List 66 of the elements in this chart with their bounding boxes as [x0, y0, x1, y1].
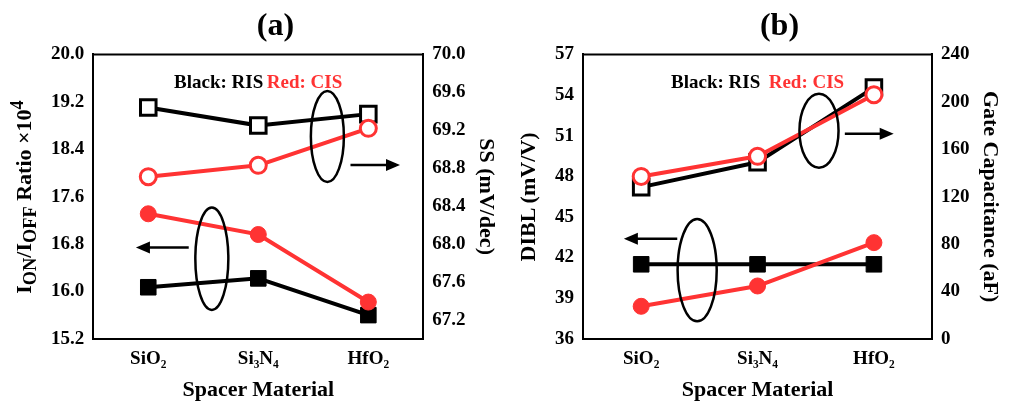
y2-tick-label: 69.6	[432, 80, 466, 102]
y-tick-label: 16.0	[51, 279, 85, 301]
point	[748, 146, 768, 166]
point	[139, 205, 157, 223]
x-tick-label: SiO₂	[623, 347, 660, 369]
y2-tick-label: 200	[941, 89, 970, 111]
x-tick-label: SiO₂	[130, 347, 167, 369]
y2-tick-label: 67.2	[432, 307, 466, 329]
x-tick-label: HfO₂	[347, 347, 390, 369]
y-tick-label: 18.4	[51, 137, 85, 159]
y2-tick-label: 68.8	[432, 156, 466, 178]
annotation: Black: RIS	[174, 70, 264, 92]
annotation: Red: CIS	[266, 70, 343, 92]
y2-axis-title: Gate Capacitance (aF)	[979, 90, 1005, 303]
chart-title: (a)	[256, 6, 295, 43]
y2-tick-label: 120	[941, 184, 970, 206]
y2-tick-label: 160	[941, 137, 970, 159]
y-tick-label: 20.0	[51, 42, 85, 64]
annotation: Black: RIS	[671, 70, 761, 92]
point	[749, 256, 766, 273]
point	[250, 270, 267, 287]
point	[249, 226, 267, 244]
point	[359, 293, 377, 311]
y2-tick-label: 80	[941, 231, 961, 253]
y-tick-label: 36	[555, 326, 574, 348]
x-tick-label: HfO₂	[853, 347, 895, 369]
y-tick-label: 45	[555, 204, 574, 226]
point	[632, 256, 650, 273]
x-axis-title: Spacer Material	[182, 376, 335, 402]
x-axis-title: Spacer Material	[681, 376, 834, 402]
point	[631, 166, 651, 186]
y2-tick-label: 0	[941, 326, 951, 348]
y2-tick-label: 240	[941, 42, 970, 64]
point	[749, 277, 767, 295]
y-tick-label: 51	[555, 123, 574, 145]
point	[138, 98, 158, 117]
y-tick-label: 54	[555, 82, 575, 104]
y2-tick-label: 67.6	[432, 269, 466, 291]
y-tick-label: 16.8	[51, 231, 85, 253]
y-tick-label: 42	[555, 245, 574, 267]
y2-tick-label: 70.0	[432, 42, 466, 64]
x-tick-label: Si₃N₄	[237, 347, 280, 369]
point	[139, 278, 157, 296]
y2-tick-label: 68.4	[432, 193, 467, 215]
chart-title: (b)	[759, 6, 800, 43]
point	[249, 116, 268, 135]
y-tick-label: 17.6	[51, 184, 85, 206]
x-tick-label: Si₃N₄	[737, 347, 779, 369]
y-tick-label: 19.2	[51, 89, 85, 111]
y2-tick-label: 68.0	[432, 231, 466, 253]
point	[865, 256, 883, 273]
y2-axis-title: SS (mV/dec)	[475, 138, 501, 255]
y-axis-title: DIBL (mV/V)	[515, 132, 541, 262]
y-tick-label: 39	[555, 286, 574, 308]
y2-tick-label: 69.2	[432, 118, 466, 140]
y-tick-label: 15.2	[51, 326, 85, 348]
point	[138, 167, 158, 187]
point	[632, 297, 650, 315]
point	[864, 85, 884, 105]
point	[358, 118, 378, 138]
point	[248, 155, 268, 175]
y2-tick-label: 40	[941, 279, 961, 301]
annotation: Red: CIS	[768, 70, 845, 92]
y-tick-label: 48	[555, 164, 574, 186]
point	[865, 234, 883, 252]
y-tick-label: 57	[555, 42, 575, 64]
